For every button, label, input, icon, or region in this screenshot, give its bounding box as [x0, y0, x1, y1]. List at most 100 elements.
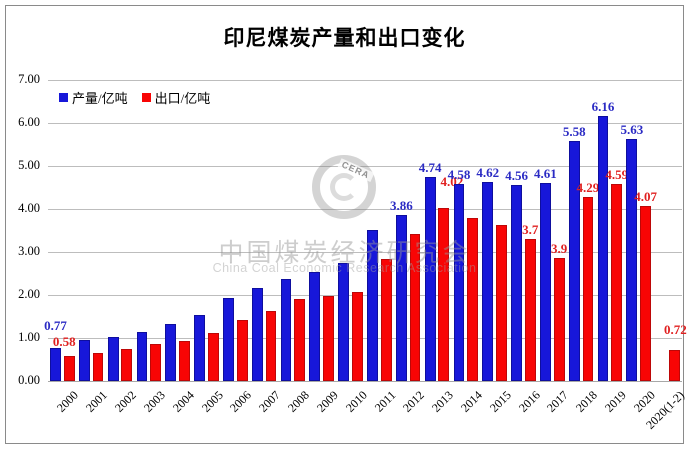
x-axis-tick-label-2008: 2008 [284, 388, 312, 415]
bar-export-2009 [323, 296, 334, 381]
bar-export-2000 [63, 356, 75, 381]
data-label-export-2020: 4.07 [634, 188, 657, 204]
chart-title: 印尼煤炭产量和出口变化 [223, 26, 466, 50]
bar-production-2010 [338, 263, 350, 381]
data-label-production-2015: 4.62 [476, 165, 500, 181]
bar-production-2008 [280, 279, 292, 381]
bar-production-2000 [50, 347, 61, 381]
legend-production-swatch [59, 92, 68, 102]
gridline-7.00 [48, 80, 682, 81]
bar-export-2013 [438, 208, 450, 381]
bar-production-2013 [424, 177, 436, 381]
bar-production-2019 [597, 116, 609, 381]
bar-export-2007 [265, 310, 277, 381]
data-label-production-2014: 4.58 [447, 167, 471, 183]
data-label-export-2018: 4.29 [576, 179, 600, 195]
bar-export-2019 [611, 183, 623, 381]
legend-export-swatch [141, 92, 151, 102]
x-axis-tick-label-2015: 2015 [486, 388, 514, 415]
bar-export-2020 [640, 205, 651, 381]
bar-production-2004 [165, 324, 177, 381]
bar-production-2003 [136, 332, 148, 381]
y-axis-tick-label: 2.00 [18, 287, 40, 301]
x-axis-tick-label-2004: 2004 [169, 388, 197, 415]
bar-export-2004 [179, 341, 190, 381]
bar-production-2005 [194, 315, 205, 381]
legend: 产量/亿吨 出口/亿吨 [59, 90, 224, 106]
x-axis-tick-label-2001: 2001 [83, 388, 111, 415]
data-label-export-2020(1-2): 0.72 [664, 322, 687, 338]
x-axis-tick-label-2006: 2006 [227, 388, 255, 415]
data-label-export-2017: 3.9 [550, 241, 568, 257]
bar-production-2011 [367, 230, 378, 381]
bar-export-2016 [524, 239, 536, 381]
x-axis-tick-label-2009: 2009 [313, 388, 341, 415]
y-axis-tick-label: 1.00 [18, 330, 40, 344]
legend-export-label: 出口/亿吨 [154, 90, 211, 106]
data-label-production-2020: 5.63 [620, 121, 644, 137]
bar-production-2007 [251, 288, 263, 381]
bar-export-2006 [236, 319, 248, 381]
bar-export-2017 [553, 258, 565, 381]
bar-production-2001 [78, 340, 90, 381]
bar-production-2017 [540, 182, 551, 381]
gridline-0.00 [48, 381, 682, 382]
legend-production-label: 产量/亿吨 [72, 90, 128, 106]
bar-export-2003 [150, 344, 162, 381]
y-axis-tick-label: 6.00 [18, 115, 40, 129]
x-axis-tick-label-2002: 2002 [112, 388, 139, 415]
chart-border [5, 5, 684, 444]
y-axis-tick-label: 5.00 [18, 158, 40, 172]
bar-production-2014 [453, 184, 465, 381]
data-label-export-2019: 4.59 [605, 166, 629, 182]
data-label-production-2012: 3.86 [389, 198, 413, 214]
y-axis-tick-label: 3.00 [18, 244, 40, 258]
gridline-6.00 [48, 123, 682, 124]
gridline-1.00 [48, 338, 682, 339]
x-axis-tick-label-2019: 2019 [601, 388, 629, 415]
gridline-3.00 [48, 252, 682, 253]
bar-export-2001 [92, 352, 104, 381]
data-label-production-2000: 0.77 [44, 317, 67, 333]
x-axis-tick-label-2014: 2014 [457, 388, 485, 415]
x-axis-tick-label-2018: 2018 [573, 388, 601, 415]
data-label-production-2013: 4.74 [418, 160, 442, 176]
bar-production-2016 [511, 184, 522, 381]
x-axis-tick-label-2000: 2000 [54, 388, 82, 415]
x-axis-tick-label-2011: 2011 [371, 388, 399, 415]
gridline-4.00 [48, 209, 682, 210]
data-label-production-2018: 5.58 [562, 124, 586, 140]
x-axis-tick-label-2016: 2016 [515, 388, 543, 415]
bar-export-2020(1-2) [668, 350, 680, 381]
y-axis-tick-label: 0.00 [18, 373, 40, 387]
bar-production-2012 [395, 215, 407, 381]
data-label-production-2016: 4.56 [505, 167, 528, 183]
x-axis-tick-label-2017: 2017 [544, 388, 572, 415]
bar-export-2018 [582, 196, 594, 381]
bar-production-2020 [626, 138, 638, 381]
bar-export-2002 [121, 349, 133, 381]
gridline-2.00 [48, 295, 682, 296]
bar-production-2009 [309, 271, 321, 381]
bar-export-2011 [380, 258, 392, 381]
x-axis-tick-label-2013: 2013 [429, 388, 456, 415]
bar-export-2008 [294, 299, 306, 381]
bar-production-2018 [568, 141, 580, 381]
bar-export-2005 [207, 333, 219, 381]
bar-production-2006 [223, 298, 234, 381]
gridline-5.00 [48, 166, 682, 167]
x-axis-tick-label-2007: 2007 [256, 388, 284, 415]
x-axis-tick-label-2005: 2005 [198, 388, 226, 415]
bar-production-2015 [482, 182, 494, 381]
bar-export-2015 [496, 224, 507, 381]
bar-production-2002 [107, 336, 119, 381]
x-axis-tick-label-2003: 2003 [140, 388, 168, 415]
bar-export-2010 [351, 291, 363, 381]
data-label-production-2019: 6.16 [591, 99, 615, 115]
data-label-production-2017: 4.61 [534, 165, 557, 181]
bar-export-2012 [409, 233, 421, 381]
x-axis-tick-label-2010: 2010 [342, 388, 370, 415]
data-label-export-2016: 3.7 [522, 222, 539, 238]
